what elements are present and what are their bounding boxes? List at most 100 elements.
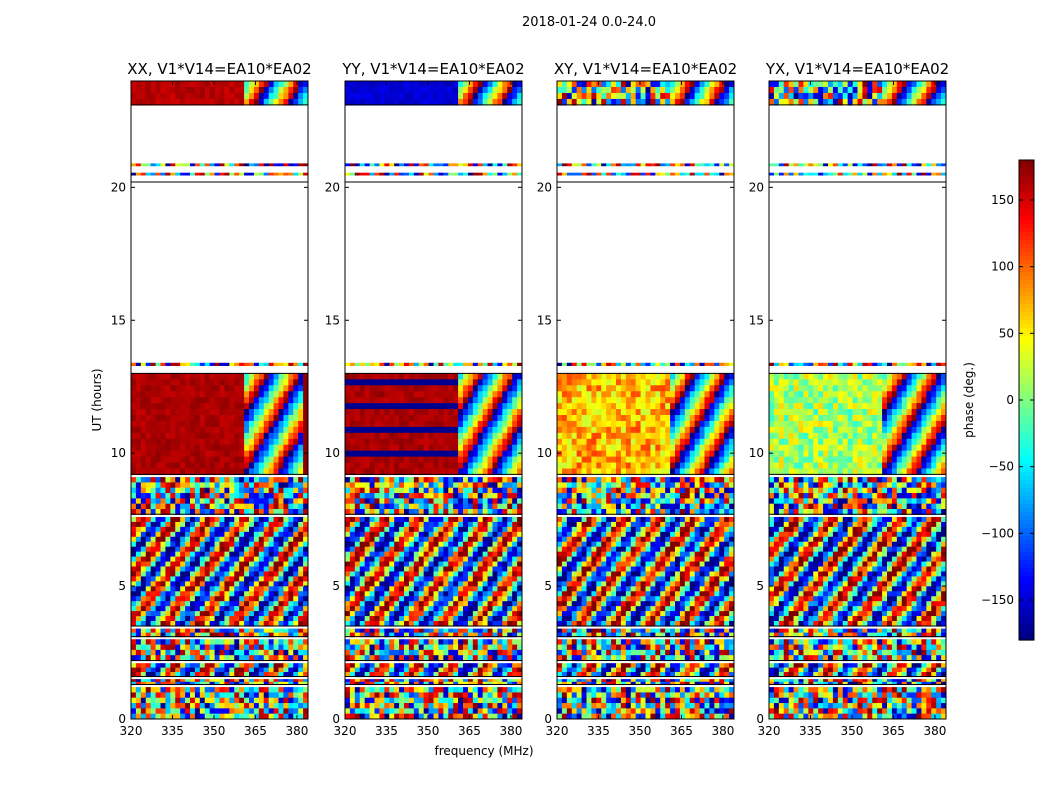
phase-cell [244,655,250,662]
phase-cell [283,373,289,380]
phase-cell [224,551,230,558]
phase-cell [477,681,484,686]
phase-cell [199,438,206,446]
phase-cell [359,426,366,434]
phase-cell [379,415,385,422]
phase-cell [165,621,171,627]
phase-cell [185,503,191,510]
phase-cell [288,92,294,100]
phase-cell [131,462,137,470]
phase-cell [155,373,162,380]
phase-cell [209,373,216,380]
phase-cell [131,444,137,452]
phase-cell [170,621,176,627]
phase-cell [145,611,152,617]
phase-cell [165,521,171,528]
phase-cell [190,531,196,538]
phase-cell [268,703,275,709]
phase-cell [185,391,191,398]
phase-cell [155,172,162,176]
phase-cell [239,373,245,380]
phase-cell [443,456,449,464]
phase-cell [244,397,250,404]
phase-cell [229,601,235,607]
phase-cell [278,566,285,573]
phase-cell [214,644,221,651]
phase-cell [219,163,226,167]
phase-cell [253,420,260,428]
phase-cell [369,571,376,578]
phase-cell [140,379,147,386]
phase-cell [345,541,351,548]
phase-cell [408,508,415,515]
phase-cell [433,409,440,416]
phase-cell [278,649,285,656]
phase-cell [190,81,196,88]
phase-cell [194,385,201,392]
phase-cell [364,373,371,380]
phase-cell [463,450,469,458]
phase-cell [438,503,444,510]
phase-cell [345,697,351,704]
phase-cell [298,655,304,662]
phase-cell [463,477,469,484]
phase-cell [249,482,255,489]
phase-cell [408,531,415,538]
phase-cell [359,546,366,553]
phase-cell [497,531,503,538]
phase-cell [303,639,308,646]
phase-cell [438,655,444,662]
phase-cell [244,697,250,704]
phase-cell [389,438,395,446]
phase-cell [482,681,489,686]
phase-cell [209,596,216,602]
phase-cell [170,713,176,719]
phase-cell [438,546,444,553]
phase-cell [214,639,221,646]
phase-cell [413,692,420,699]
phase-cell [160,566,167,573]
phase-cell [135,571,142,578]
phase-cell [273,672,280,678]
phase-cell [303,468,308,476]
phase-cell [404,546,410,553]
phase-cell [199,649,206,656]
phase-cell [384,546,390,553]
phase-cell [374,541,381,548]
phase-cell [418,508,425,515]
phase-cell [384,663,390,669]
phase-cell [463,681,469,686]
phase-cell [369,403,376,410]
phase-cell [263,172,270,176]
phase-cell [249,373,255,380]
phase-cell [263,362,270,366]
phase-cell [214,571,221,578]
phase-cell [404,655,410,662]
phase-cell [214,98,221,106]
phase-cell [140,432,147,440]
phase-cell [418,561,425,568]
phase-cell [399,611,405,617]
phase-cell [244,385,250,392]
phase-cell [423,679,430,683]
phase-cell [517,606,522,612]
phase-cell [249,536,255,543]
phase-cell [263,444,270,452]
phase-cell [303,663,308,669]
phase-cell [408,621,415,627]
phase-cell [453,81,459,88]
phase-cell [131,521,137,528]
phase-cell [283,713,289,719]
phase-cell [517,541,522,548]
phase-cell [244,172,250,176]
phase-cell [219,697,226,704]
phase-cell [438,462,444,470]
phase-cell [359,403,366,410]
phase-cell [239,601,245,607]
phase-cell [389,713,395,719]
phase-cell [288,571,294,578]
phase-cell [298,493,304,499]
phase-cell [482,576,489,582]
phase-cell [477,415,484,422]
phase-cell [517,172,522,176]
